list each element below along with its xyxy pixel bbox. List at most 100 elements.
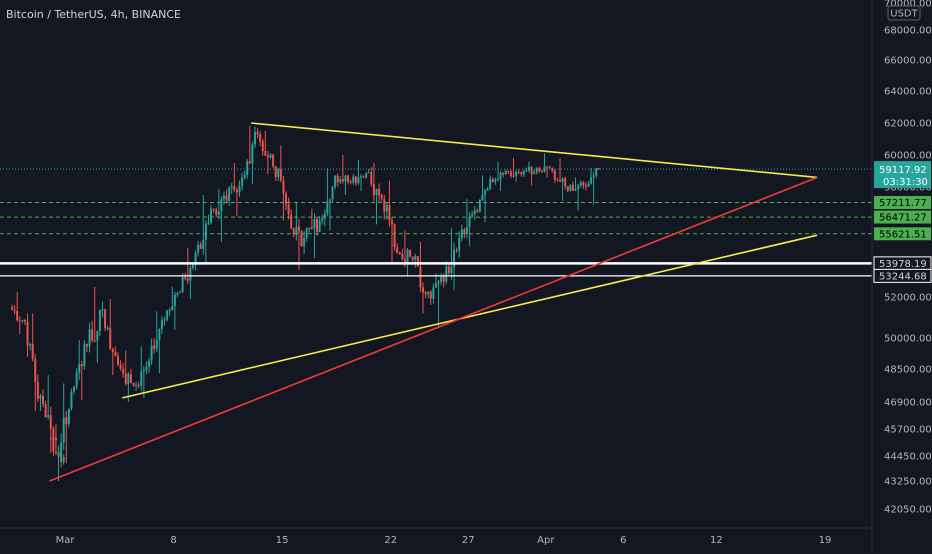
candle-body bbox=[254, 131, 256, 145]
candle-body bbox=[16, 311, 19, 321]
price-tick-label: 45700.00 bbox=[884, 425, 932, 436]
currency-badge-label: USDT bbox=[890, 9, 918, 20]
candle-body bbox=[31, 344, 34, 360]
level-tag-4-bg bbox=[873, 268, 932, 283]
candle-body bbox=[525, 170, 528, 172]
candle-body bbox=[543, 166, 546, 173]
candle-body bbox=[507, 171, 510, 172]
candle-body bbox=[44, 403, 47, 418]
candle-body bbox=[127, 373, 130, 385]
trendlines-layer bbox=[49, 122, 818, 482]
candle-body bbox=[166, 310, 169, 320]
candle-body bbox=[282, 180, 285, 194]
candle-body bbox=[160, 320, 163, 329]
price-tick-label: 52000.00 bbox=[884, 293, 932, 304]
candle-body bbox=[106, 327, 109, 329]
candle-body bbox=[269, 154, 272, 158]
candle-body bbox=[23, 320, 26, 322]
candle-body bbox=[553, 171, 556, 180]
candle-body bbox=[592, 175, 595, 178]
candle-body bbox=[310, 227, 313, 229]
candle-body bbox=[380, 195, 383, 199]
candle-body bbox=[228, 187, 231, 201]
candle-body bbox=[39, 395, 42, 399]
candle-body bbox=[70, 391, 73, 409]
time-tick-label: Mar bbox=[56, 535, 76, 546]
candle-body bbox=[323, 213, 326, 219]
candle-body bbox=[153, 345, 156, 349]
candle-body bbox=[357, 177, 360, 184]
candle-body bbox=[564, 178, 567, 187]
candle-body bbox=[442, 275, 445, 282]
candle-body bbox=[243, 174, 246, 178]
price-tick-label: 66000.00 bbox=[884, 56, 932, 67]
candle-body bbox=[561, 178, 564, 182]
candle-body bbox=[13, 309, 16, 312]
candle-body bbox=[520, 172, 523, 175]
candle-body bbox=[548, 167, 551, 169]
candle-body bbox=[362, 176, 365, 178]
candle-body bbox=[388, 204, 391, 221]
candle-body bbox=[179, 291, 182, 293]
candle-body bbox=[184, 277, 187, 279]
candle-body bbox=[73, 386, 76, 392]
level-tag-1-text: 56471.27 bbox=[879, 213, 927, 224]
candle-body bbox=[47, 415, 50, 418]
candle-body bbox=[217, 211, 220, 215]
candle-body bbox=[158, 328, 161, 341]
symbol-title[interactable]: Bitcoin / TetherUS, 4h, BINANCE bbox=[6, 8, 182, 21]
candle-body bbox=[354, 176, 357, 184]
candle-body bbox=[328, 199, 331, 201]
candle-body bbox=[295, 226, 298, 235]
time-tick-label: 6 bbox=[620, 535, 626, 546]
candle-body bbox=[287, 204, 290, 215]
candle-body bbox=[132, 382, 135, 386]
time-tick-label: 27 bbox=[462, 535, 475, 546]
time-tick-label: 12 bbox=[710, 535, 723, 546]
candle-body bbox=[463, 229, 466, 234]
candle-body bbox=[432, 287, 435, 299]
candle-body bbox=[57, 452, 60, 458]
candle-body bbox=[515, 171, 518, 176]
level-tag-2-bg bbox=[874, 227, 931, 241]
level-tag-2-text: 55621.51 bbox=[879, 229, 927, 240]
candle-body bbox=[484, 190, 487, 195]
candle-body bbox=[215, 209, 218, 215]
time-tick-label: 15 bbox=[276, 535, 289, 546]
price-tick-label: 50000.00 bbox=[884, 334, 932, 345]
time-axis[interactable]: Mar 8 15 22 27 Apr 6 12 19 bbox=[0, 527, 872, 546]
candle-body bbox=[124, 373, 127, 385]
candle-body bbox=[365, 172, 368, 178]
candle-body bbox=[398, 252, 401, 254]
candle-body bbox=[360, 176, 362, 178]
candle-body bbox=[140, 371, 143, 386]
level-tag-1-bg bbox=[874, 210, 931, 224]
candle-body bbox=[238, 185, 241, 193]
candle-body bbox=[334, 175, 337, 187]
candle-body bbox=[502, 172, 505, 175]
last-price-countdown: 03:31:30 bbox=[883, 177, 928, 188]
candle-body bbox=[189, 267, 192, 281]
candle-body bbox=[272, 154, 275, 167]
candle-body bbox=[584, 185, 587, 187]
candle-body bbox=[248, 161, 251, 164]
candle-body bbox=[352, 176, 355, 183]
candle-body bbox=[292, 228, 295, 235]
candle-body bbox=[96, 331, 99, 341]
candle-body bbox=[546, 166, 549, 168]
candle-body bbox=[67, 408, 70, 424]
candle-body bbox=[88, 329, 91, 347]
candle-body bbox=[434, 283, 437, 288]
candle-body bbox=[370, 172, 373, 185]
candle-body bbox=[339, 179, 342, 183]
candle-body bbox=[264, 151, 267, 156]
candle-body bbox=[427, 291, 430, 295]
candle-body bbox=[367, 172, 370, 174]
candle-body bbox=[230, 186, 233, 188]
candle-body bbox=[347, 175, 350, 182]
candle-body bbox=[163, 319, 166, 321]
candle-body bbox=[171, 306, 174, 310]
price-tick-label: 68000.00 bbox=[884, 26, 932, 37]
